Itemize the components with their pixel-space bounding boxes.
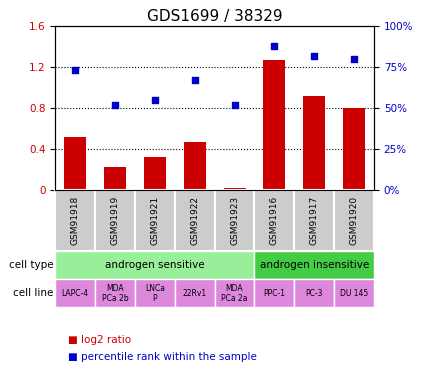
FancyBboxPatch shape [215, 279, 255, 308]
FancyBboxPatch shape [255, 279, 294, 308]
Text: GSM91916: GSM91916 [270, 196, 279, 245]
Text: cell type: cell type [8, 260, 53, 270]
Point [191, 77, 198, 83]
Text: GSM91923: GSM91923 [230, 196, 239, 245]
FancyBboxPatch shape [255, 190, 294, 251]
Text: GSM91920: GSM91920 [350, 196, 359, 245]
FancyBboxPatch shape [334, 190, 374, 251]
FancyBboxPatch shape [215, 190, 255, 251]
Text: GSM91918: GSM91918 [71, 196, 79, 245]
Text: GSM91919: GSM91919 [110, 196, 119, 245]
FancyBboxPatch shape [175, 279, 215, 308]
Text: PPC-1: PPC-1 [264, 289, 286, 298]
Point [151, 97, 158, 103]
Text: LNCa
P: LNCa P [145, 284, 165, 303]
Bar [224, 188, 246, 190]
Point [72, 68, 79, 74]
Text: MDA
PCa 2b: MDA PCa 2b [102, 284, 128, 303]
Bar [303, 96, 325, 190]
FancyBboxPatch shape [334, 279, 374, 308]
Point [271, 43, 278, 49]
FancyBboxPatch shape [135, 279, 175, 308]
Bar [144, 157, 166, 190]
Text: cell line: cell line [13, 288, 53, 298]
Bar [184, 142, 206, 190]
Text: 22Rv1: 22Rv1 [183, 289, 207, 298]
FancyBboxPatch shape [55, 190, 95, 251]
Text: ■ log2 ratio: ■ log2 ratio [68, 335, 131, 345]
Bar [343, 108, 365, 190]
FancyBboxPatch shape [294, 279, 334, 308]
FancyBboxPatch shape [294, 190, 334, 251]
Point [231, 102, 238, 108]
Text: MDA
PCa 2a: MDA PCa 2a [221, 284, 248, 303]
FancyBboxPatch shape [95, 190, 135, 251]
Bar [104, 167, 126, 190]
Text: DU 145: DU 145 [340, 289, 368, 298]
Title: GDS1699 / 38329: GDS1699 / 38329 [147, 9, 283, 24]
Point [112, 102, 119, 108]
Text: ■ percentile rank within the sample: ■ percentile rank within the sample [68, 352, 257, 362]
Bar [264, 60, 285, 190]
Text: androgen insensitive: androgen insensitive [260, 260, 369, 270]
Point [351, 56, 357, 62]
Text: GSM91922: GSM91922 [190, 196, 199, 245]
Text: PC-3: PC-3 [306, 289, 323, 298]
FancyBboxPatch shape [255, 251, 374, 279]
Text: androgen sensitive: androgen sensitive [105, 260, 205, 270]
FancyBboxPatch shape [175, 190, 215, 251]
Point [311, 53, 317, 59]
Text: GSM91921: GSM91921 [150, 196, 159, 245]
FancyBboxPatch shape [55, 251, 255, 279]
FancyBboxPatch shape [95, 279, 135, 308]
Text: GSM91917: GSM91917 [310, 196, 319, 245]
Bar [64, 137, 86, 190]
FancyBboxPatch shape [55, 279, 95, 308]
FancyBboxPatch shape [135, 190, 175, 251]
Text: LAPC-4: LAPC-4 [62, 289, 89, 298]
